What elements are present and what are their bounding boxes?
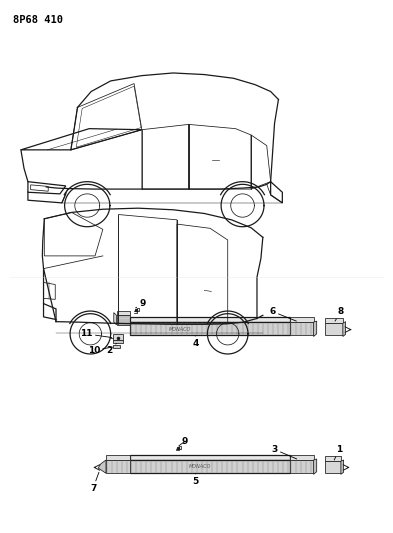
Polygon shape (116, 311, 130, 316)
Text: 1: 1 (334, 445, 342, 460)
Polygon shape (130, 455, 290, 460)
Text: 7: 7 (90, 472, 99, 492)
Polygon shape (130, 317, 290, 322)
Polygon shape (113, 340, 123, 343)
Polygon shape (325, 323, 343, 335)
Polygon shape (113, 345, 120, 348)
Polygon shape (114, 313, 116, 325)
Text: 8: 8 (335, 307, 344, 321)
Polygon shape (130, 322, 290, 335)
Polygon shape (343, 321, 345, 336)
Text: 8P68 410: 8P68 410 (13, 14, 63, 25)
Text: MONACO: MONACO (169, 327, 191, 332)
Text: 9: 9 (136, 299, 146, 308)
Polygon shape (290, 455, 314, 460)
Text: 10: 10 (88, 346, 113, 355)
Text: 9: 9 (179, 437, 188, 446)
Polygon shape (341, 460, 343, 474)
Polygon shape (314, 459, 317, 474)
Polygon shape (314, 321, 317, 336)
Polygon shape (325, 461, 341, 473)
Polygon shape (113, 334, 123, 340)
Polygon shape (106, 455, 130, 460)
Polygon shape (290, 322, 314, 335)
Polygon shape (325, 318, 343, 323)
Text: 5: 5 (193, 473, 199, 486)
Polygon shape (290, 460, 314, 473)
Polygon shape (98, 460, 106, 473)
Polygon shape (325, 456, 341, 461)
Text: 11: 11 (80, 329, 112, 338)
Text: MONACO: MONACO (189, 464, 211, 470)
Text: 2: 2 (107, 343, 116, 355)
Text: 4: 4 (193, 335, 199, 348)
Text: 3: 3 (272, 445, 297, 459)
Polygon shape (130, 460, 290, 473)
Polygon shape (116, 316, 130, 325)
Polygon shape (290, 317, 314, 322)
Polygon shape (106, 460, 130, 473)
Text: 6: 6 (270, 307, 296, 321)
